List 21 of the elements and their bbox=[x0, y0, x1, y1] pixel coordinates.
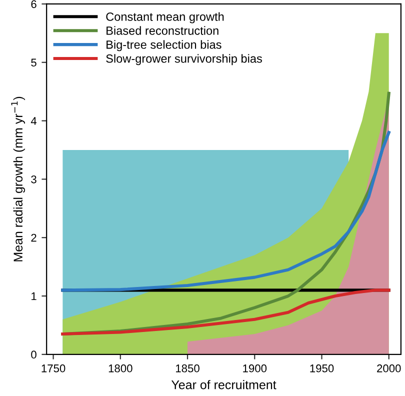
legend-label: Constant mean growth bbox=[106, 12, 224, 24]
x-tick-label: 1900 bbox=[243, 364, 267, 372]
x-tick-label: 1950 bbox=[310, 364, 334, 372]
x-tick-label: 1750 bbox=[42, 364, 66, 372]
x-tick-label: 1850 bbox=[176, 364, 200, 372]
y-tick-label: 2 bbox=[31, 234, 36, 242]
y-tick-label: 5 bbox=[31, 58, 36, 67]
y-tick-label: 0 bbox=[31, 350, 36, 359]
line-series bbox=[61, 288, 390, 336]
x-tick-label: 2000 bbox=[377, 364, 401, 372]
y-tick-label: 6 bbox=[31, 0, 36, 8]
legend-label: Slow-grower survivorship bias bbox=[106, 54, 262, 66]
y-tick-label: 1 bbox=[32, 292, 36, 300]
y-axis-title: Mean radial growth (mm yr$^{−1}$) bbox=[11, 96, 25, 262]
y-tick-label: 3 bbox=[31, 175, 36, 184]
x-tick-label: 1800 bbox=[108, 364, 132, 372]
x-axis-title: Year of recruitment bbox=[171, 380, 276, 390]
y-tick-label: 4 bbox=[30, 117, 37, 125]
line-series bbox=[61, 130, 390, 292]
legend-label: Biased reconstruction bbox=[106, 26, 218, 35]
legend-label: Big-tree selection bias bbox=[106, 40, 222, 52]
